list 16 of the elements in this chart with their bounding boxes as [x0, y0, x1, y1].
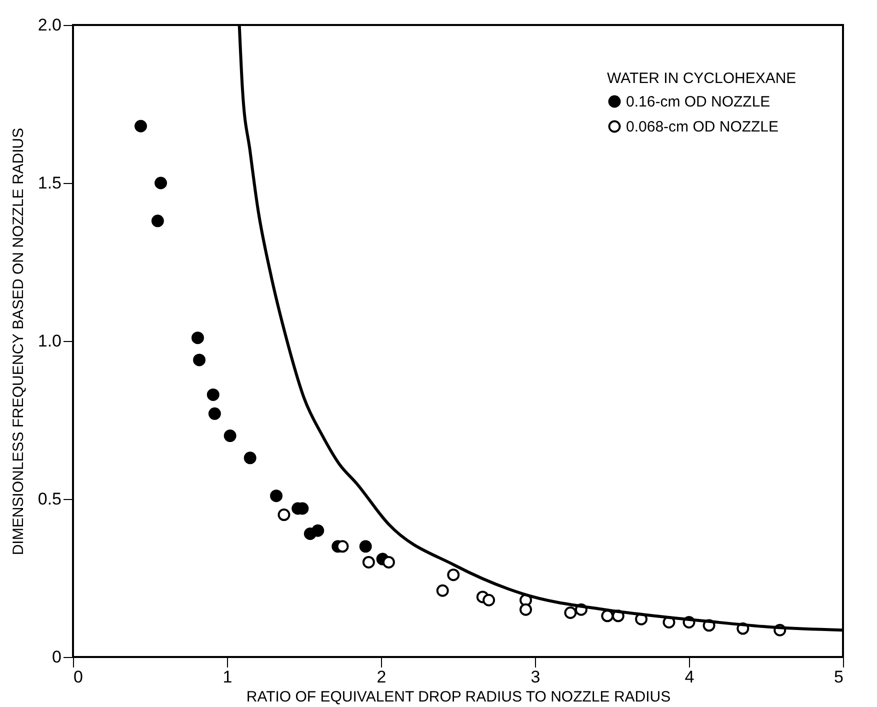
legend-label: 0.068-cm OD NOZZLE: [626, 118, 779, 136]
x-tick-label: 5: [834, 668, 844, 686]
x-tick-label: 1: [222, 668, 232, 686]
y-axis-title: DIMENSIONLESS FREQUENCY BASED ON NOZZLE RADIUS: [10, 128, 27, 556]
x-tick-label: 0: [74, 668, 83, 686]
x-tick-label: 4: [684, 668, 694, 686]
x-axis-title: RATIO OF EQUIVALENT DROP RADIUS TO NOZZLE RADIUS: [246, 688, 671, 706]
legend-title: WATER IN CYCLOHEXANE: [607, 70, 796, 87]
x-tick-label: 2: [376, 668, 386, 686]
y-tick-label: 2.0: [38, 16, 62, 34]
y-tick-label: 1.0: [38, 332, 62, 350]
y-tick-label: 0: [52, 648, 62, 666]
y-tick-label: 1.5: [38, 174, 62, 192]
x-tick-label: 3: [530, 668, 540, 686]
y-tick-label: 0.5: [38, 490, 62, 508]
legend-label: 0.16-cm OD NOZZLE: [626, 94, 770, 110]
